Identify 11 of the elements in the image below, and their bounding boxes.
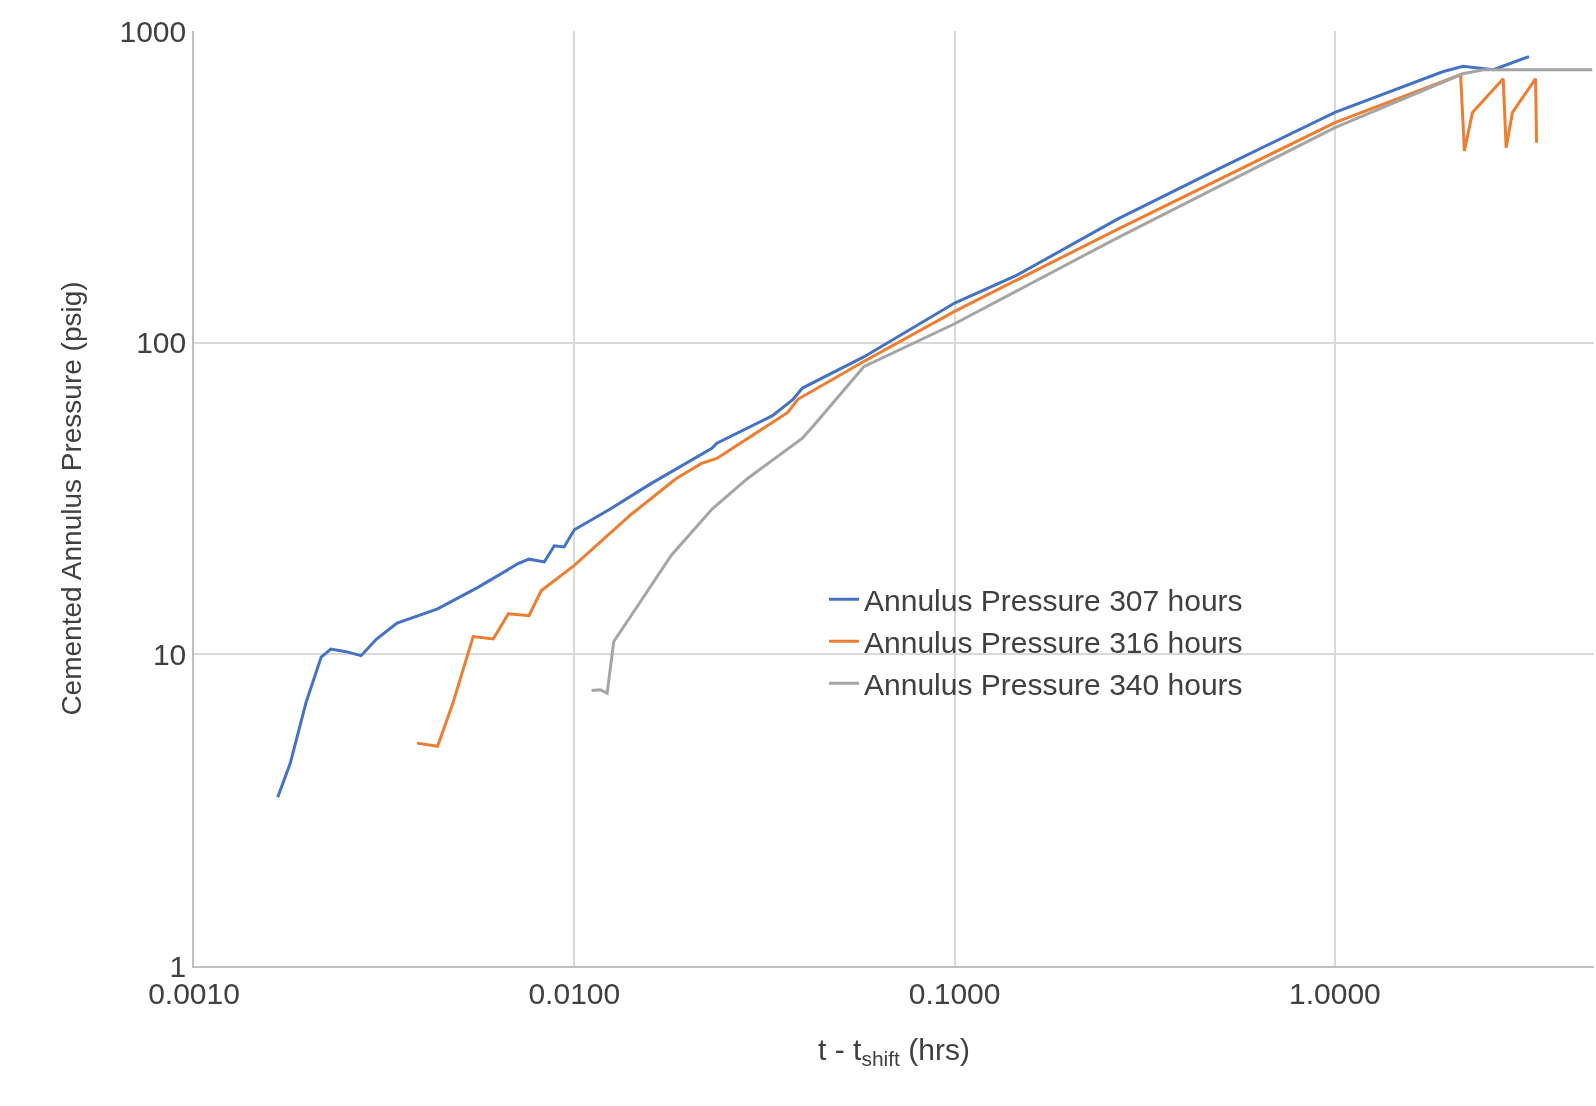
x-tick-label: 0.1000 (908, 976, 1001, 1010)
x-axis-title: t - t$_{shift}$ (hrs) (818, 1032, 970, 1071)
y-axis-title: Cemented Annulus Pressure (psig) (55, 281, 87, 716)
x-tick-label: 0.0100 (528, 976, 621, 1010)
x-tick-label: 1.0000 (1289, 976, 1381, 1010)
y-tick-label: 100 (136, 326, 187, 360)
legend-label: Annulus Pressure 316 hours (864, 626, 1243, 659)
legend-label: Annulus Pressure 307 hours (864, 584, 1243, 617)
legend-label: Annulus Pressure 340 hours (864, 668, 1243, 701)
y-tick-label: 10 (152, 637, 187, 671)
y-tick-label: 1000 (119, 14, 187, 48)
